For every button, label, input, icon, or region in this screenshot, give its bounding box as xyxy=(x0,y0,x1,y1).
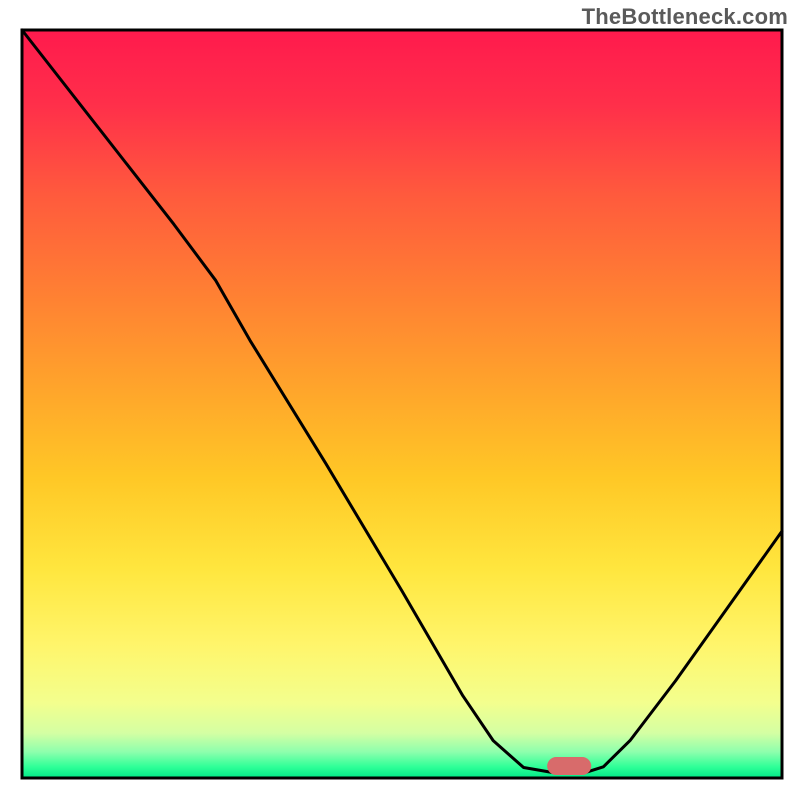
watermark-text: TheBottleneck.com xyxy=(582,4,788,30)
chart-container: TheBottleneck.com xyxy=(0,0,800,800)
bottleneck-chart xyxy=(0,0,800,800)
optimal-marker xyxy=(547,757,591,775)
gradient-background xyxy=(22,30,782,778)
